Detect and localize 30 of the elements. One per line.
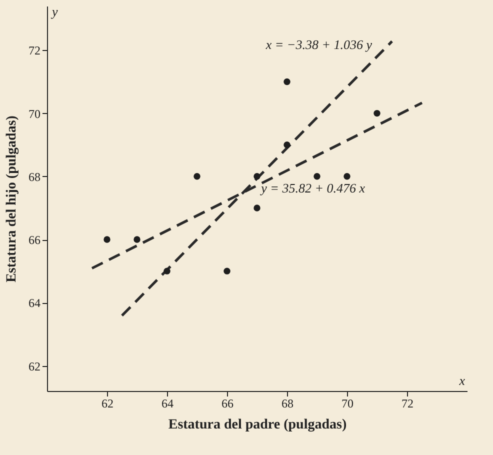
point [254, 204, 260, 212]
annotation: y = 35.82 + 0.476 x [259, 180, 366, 196]
x-tick-label: 62 [102, 396, 114, 410]
y-tick-label: 70 [28, 106, 40, 121]
x-tick-label: 64 [162, 396, 174, 410]
y-tick-label: 66 [28, 233, 40, 248]
point [194, 173, 200, 180]
y-tick-label: 68 [28, 170, 40, 184]
annotation: x [458, 373, 466, 388]
point [374, 110, 380, 117]
point [134, 236, 140, 243]
point [104, 236, 110, 243]
point [254, 173, 260, 180]
x-axis-title: Estatura del padre (pulgadas) [168, 418, 347, 432]
y-axis-title: Estatura del hijo (pulgadas) [4, 115, 20, 282]
annotation: x = −3.38 + 1.036 y [264, 37, 372, 52]
y-tick-label: 62 [28, 359, 40, 374]
point [164, 268, 170, 274]
point [284, 142, 290, 148]
x-tick-label: 70 [342, 396, 354, 410]
x-tick-label: 72 [402, 396, 414, 410]
annotation: y [50, 4, 58, 19]
x-tick-label: 68 [282, 396, 294, 410]
x-tick-label: 66 [222, 396, 234, 410]
point [344, 173, 350, 180]
point [314, 173, 320, 180]
y-tick-label: 64 [28, 296, 40, 310]
point [284, 78, 290, 86]
y-tick-label: 72 [28, 44, 40, 58]
point [224, 268, 230, 274]
